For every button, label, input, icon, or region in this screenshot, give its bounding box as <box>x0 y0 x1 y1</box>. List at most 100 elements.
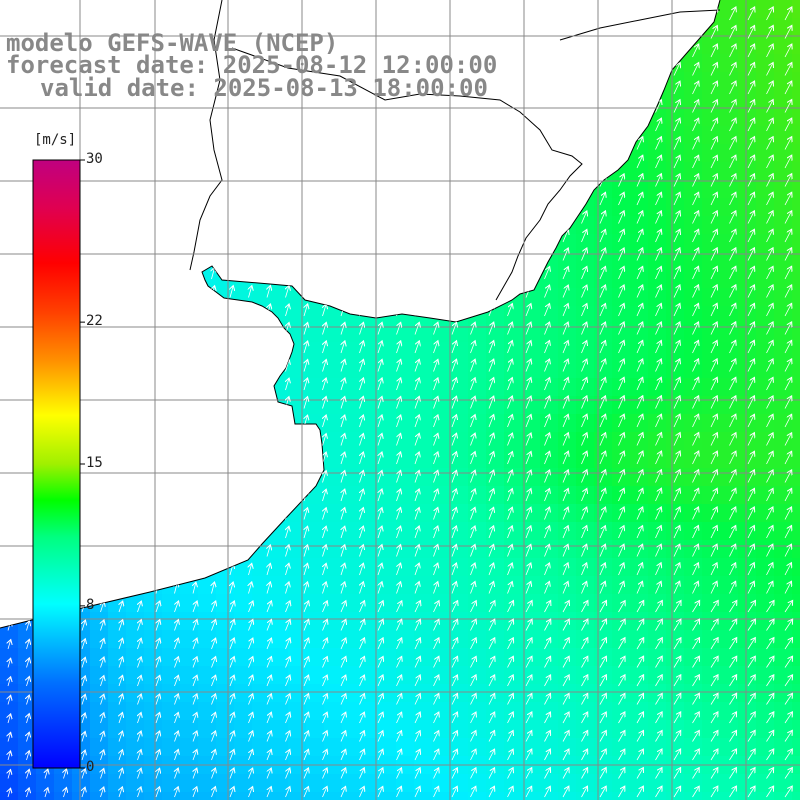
wind-arrow <box>323 323 327 335</box>
wind-arrow <box>156 528 159 539</box>
field-cell <box>234 648 253 667</box>
wind-arrow <box>488 82 494 95</box>
wind-arrow <box>414 101 419 113</box>
field-cell <box>252 396 271 415</box>
field-cell <box>162 342 181 361</box>
field-cell <box>252 558 271 577</box>
field-cell <box>288 162 307 181</box>
field-cell <box>270 180 289 199</box>
wind-arrow <box>673 175 680 187</box>
field-cell <box>450 612 469 631</box>
field-cell <box>792 342 800 361</box>
wind-arrow <box>27 325 29 335</box>
field-cell <box>234 594 253 613</box>
field-cell <box>144 432 163 451</box>
wind-arrow <box>562 27 568 39</box>
wind-arrow <box>673 212 680 224</box>
wind-arrow <box>212 361 215 372</box>
field-cell <box>108 108 127 127</box>
field-cell <box>540 558 559 577</box>
field-cell <box>108 126 127 145</box>
field-cell <box>792 648 800 667</box>
field-cell <box>558 558 577 577</box>
wind-arrow <box>193 564 196 576</box>
wind-arrow <box>138 195 140 206</box>
wind-arrow <box>414 286 419 298</box>
field-cell <box>594 90 613 109</box>
field-cell <box>540 162 559 181</box>
field-cell <box>522 18 541 37</box>
field-cell <box>252 108 271 127</box>
field-cell <box>504 36 523 55</box>
wind-arrow <box>193 453 196 465</box>
wind-arrow <box>488 27 494 39</box>
field-cell <box>288 792 307 800</box>
wind-arrow <box>138 546 140 557</box>
field-cell <box>90 666 109 685</box>
field-cell <box>684 144 703 163</box>
field-cell <box>648 126 667 145</box>
field-cell <box>684 522 703 541</box>
field-cell <box>396 252 415 271</box>
field-cell <box>216 504 235 523</box>
wind-arrow <box>304 286 307 298</box>
field-cell <box>684 198 703 217</box>
field-cell <box>396 198 415 217</box>
wind-arrow <box>8 362 10 372</box>
wind-arrow <box>156 213 159 224</box>
wind-arrow <box>636 8 643 21</box>
wind-arrow <box>138 139 140 150</box>
wind-arrow <box>82 343 84 354</box>
field-cell <box>612 90 631 109</box>
field-cell <box>306 216 325 235</box>
field-cell <box>450 468 469 487</box>
field-cell <box>630 162 649 181</box>
field-cell <box>270 576 289 595</box>
wind-arrow <box>156 416 159 428</box>
wind-arrow <box>249 435 252 446</box>
field-cell <box>450 648 469 667</box>
field-cell <box>342 648 361 667</box>
field-cell <box>180 360 199 379</box>
field-cell <box>270 396 289 415</box>
field-cell <box>378 270 397 289</box>
wind-arrow <box>304 194 307 206</box>
wind-arrow <box>323 212 327 224</box>
field-cell <box>774 792 793 800</box>
field-cell <box>558 378 577 397</box>
field-cell <box>126 252 145 271</box>
field-cell <box>198 342 217 361</box>
wind-arrow <box>286 268 289 280</box>
field-cell <box>504 90 523 109</box>
field-cell <box>108 270 127 289</box>
field-cell <box>270 630 289 649</box>
wind-arrow <box>8 12 9 21</box>
wind-arrow <box>175 453 178 465</box>
wind-arrow <box>766 212 773 224</box>
wind-arrow <box>766 82 773 95</box>
field-cell <box>324 522 343 541</box>
field-cell <box>90 198 109 217</box>
field-cell <box>432 486 451 505</box>
field-cell <box>756 108 775 127</box>
wind-arrow <box>304 305 307 317</box>
field-cell <box>630 342 649 361</box>
field-cell <box>144 342 163 361</box>
wind-arrow <box>451 249 456 261</box>
field-cell <box>36 108 55 127</box>
field-cell <box>378 252 397 271</box>
field-cell <box>126 648 145 667</box>
wind-arrow <box>193 379 196 391</box>
field-cell <box>720 396 739 415</box>
wind-arrow <box>433 27 438 39</box>
field-cell <box>792 162 800 181</box>
field-cell <box>720 72 739 91</box>
field-cell <box>720 18 739 37</box>
field-cell <box>396 234 415 253</box>
field-cell <box>702 360 721 379</box>
field-cell <box>594 216 613 235</box>
wind-arrow <box>451 231 456 243</box>
wind-arrow <box>544 8 550 21</box>
wind-arrow <box>488 286 493 298</box>
field-cell <box>612 252 631 271</box>
